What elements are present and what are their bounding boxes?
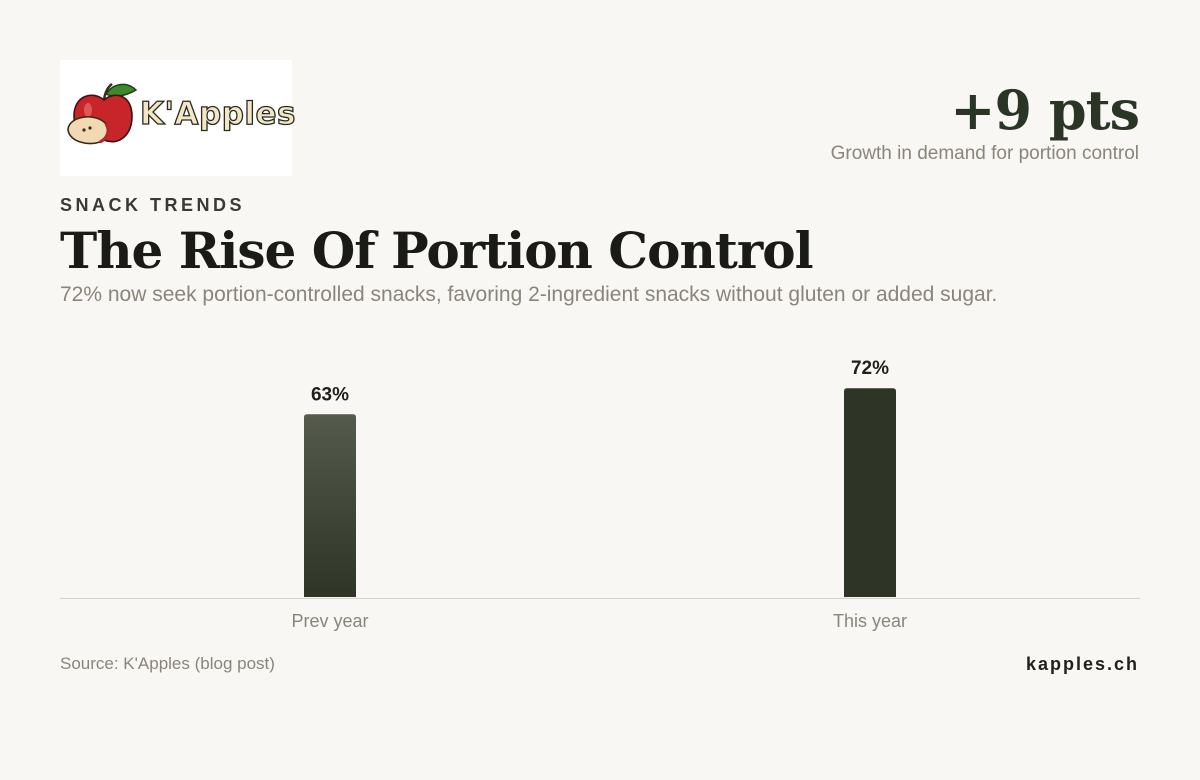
source-note: Source: K'Apples (blog post) xyxy=(60,654,275,673)
page-title: The Rise Of Portion Control xyxy=(60,221,814,280)
category-tick-label: This year xyxy=(833,611,907,631)
bar-this-year xyxy=(844,388,896,597)
kpi-label: Growth in demand for portion control xyxy=(830,143,1139,164)
bar-value-label: 63% xyxy=(311,384,349,405)
kpi-value: +9 pts xyxy=(950,78,1140,142)
apple-icon xyxy=(67,83,138,145)
section-eyebrow: SNACK TRENDS xyxy=(60,195,246,215)
logo-wordmark: K'Apples xyxy=(139,95,296,132)
bar-prev-year xyxy=(304,414,356,597)
brand-logo: K'Apples xyxy=(60,60,296,176)
category-tick-label: Prev year xyxy=(291,611,368,631)
bar-value-label: 72% xyxy=(851,358,889,379)
page-subtitle: 72% now seek portion-controlled snacks, … xyxy=(60,283,998,306)
kpi-callout: +9 pts Growth in demand for portion cont… xyxy=(830,78,1140,166)
site-link[interactable]: kapples.ch xyxy=(1025,654,1139,674)
